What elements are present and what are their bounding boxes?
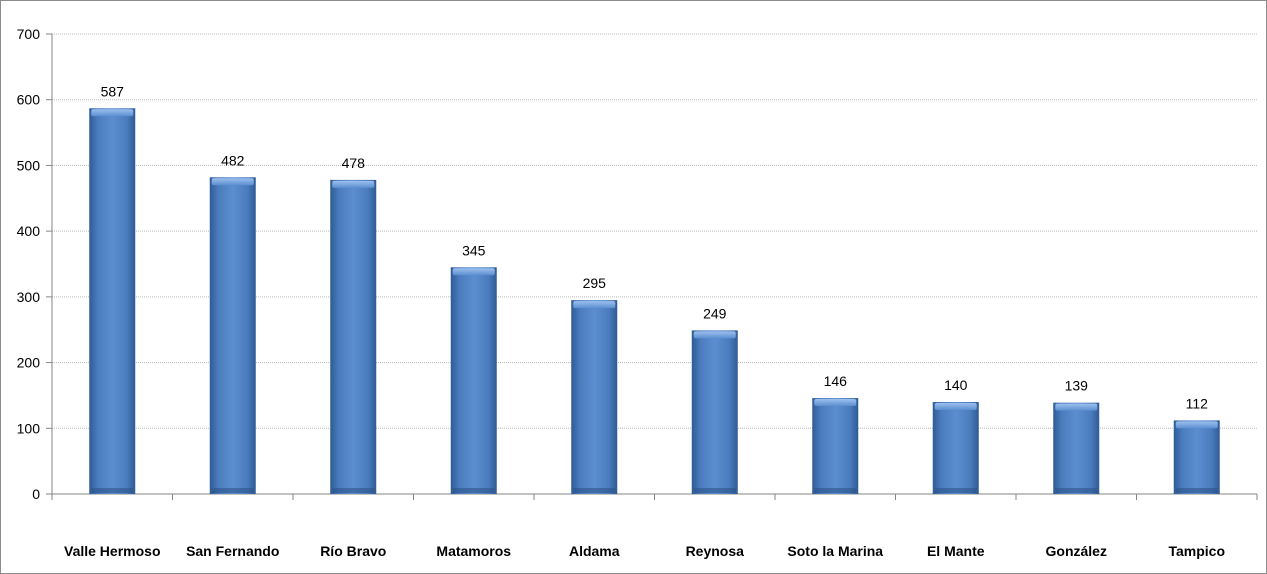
data-label: 249 [703, 305, 727, 321]
bar-base-shade [211, 488, 254, 493]
bar-cap [1055, 403, 1098, 411]
data-label: 478 [342, 155, 366, 171]
x-category-label: San Fernando [186, 543, 279, 559]
bar-base-shade [1055, 488, 1098, 493]
y-tick-label: 400 [17, 223, 41, 239]
bars [89, 108, 1220, 494]
bar [330, 179, 377, 494]
data-label: 112 [1186, 395, 1209, 411]
bar-base-shade [934, 488, 977, 493]
data-label: 146 [824, 373, 848, 389]
bar-body [330, 179, 377, 494]
bar-cap [91, 109, 134, 117]
bar-cap [814, 399, 857, 407]
x-category-label: González [1046, 543, 1107, 559]
bar [450, 267, 497, 494]
bar [812, 398, 859, 494]
x-category-label: El Mante [927, 543, 985, 559]
data-label: 587 [101, 83, 125, 99]
y-tick-label: 300 [17, 289, 41, 305]
data-label: 345 [462, 242, 486, 258]
x-category-label: Tampico [1168, 543, 1225, 559]
bar-cap [934, 403, 977, 410]
y-tick-label: 0 [32, 486, 40, 502]
bar [571, 300, 618, 494]
x-category-label: Río Bravo [320, 543, 386, 559]
data-label: 482 [221, 152, 245, 168]
bar-cap [693, 331, 736, 339]
bar-body [89, 108, 136, 494]
bar-body [691, 330, 738, 494]
bar-body [812, 398, 859, 494]
bar-cap [332, 180, 375, 188]
bar-body [450, 267, 497, 494]
y-tick-label: 700 [17, 26, 41, 42]
y-tick-label: 600 [17, 92, 41, 108]
bar-base-shade [1175, 488, 1218, 493]
bar [691, 330, 738, 494]
bar-body [932, 402, 979, 494]
labels: 0 100 200 300 400 500 600 700 587 Valle Hermoso 48… [17, 26, 1225, 559]
bar-cap [452, 268, 495, 276]
bar-base-shade [91, 488, 134, 493]
data-label: 139 [1065, 378, 1089, 394]
bar-cap [1175, 421, 1218, 429]
x-category-label: Matamoros [436, 543, 511, 559]
x-category-label: Reynosa [686, 543, 745, 559]
bar-base-shade [693, 488, 736, 493]
bar-base-shade [332, 488, 375, 493]
bar-cap [211, 178, 254, 186]
bar [1053, 402, 1100, 494]
x-category-label: Valle Hermoso [64, 543, 161, 559]
y-tick-label: 500 [17, 157, 41, 173]
data-label: 295 [583, 275, 607, 291]
x-category-label: Aldama [569, 543, 620, 559]
bar [1173, 420, 1220, 494]
bar-cap [573, 301, 616, 309]
bar-body [1053, 402, 1100, 494]
y-tick-label: 200 [17, 355, 41, 371]
bar-body [1173, 420, 1220, 494]
bar [932, 402, 979, 494]
bar [209, 177, 256, 494]
bar-base-shade [814, 488, 857, 493]
bar-base-shade [573, 488, 616, 493]
bar-body [209, 177, 256, 494]
x-category-label: Soto la Marina [787, 543, 883, 559]
data-label: 140 [944, 377, 968, 393]
bar [89, 108, 136, 494]
y-tick-label: 100 [17, 420, 41, 436]
bar-base-shade [452, 488, 495, 493]
bar-body [571, 300, 618, 494]
